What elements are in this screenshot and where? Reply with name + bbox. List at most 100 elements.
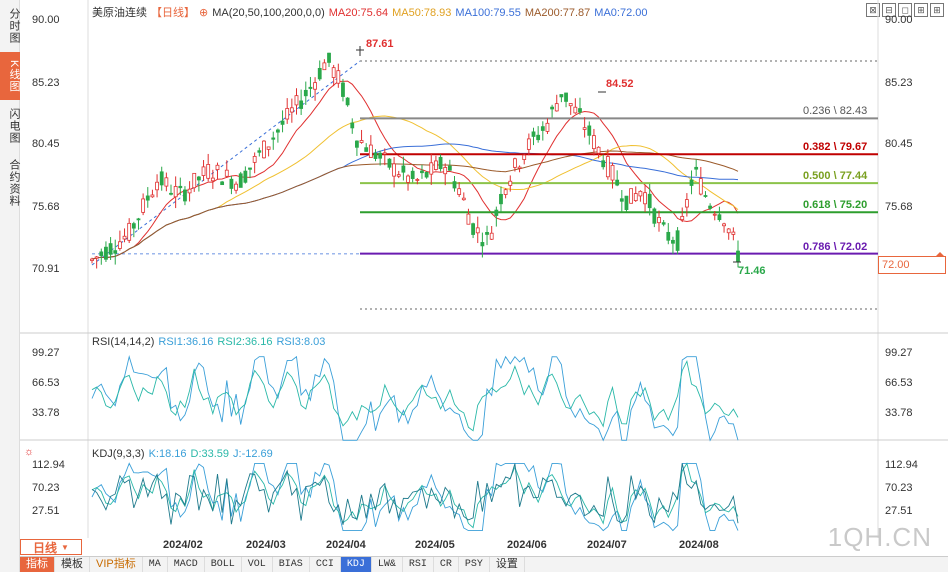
settings-icon[interactable]: ⊕	[199, 7, 209, 19]
candle-body	[652, 208, 657, 224]
candle-body	[155, 181, 159, 191]
candle-body	[564, 92, 568, 102]
candle-body	[289, 107, 294, 113]
candle-body	[262, 140, 266, 159]
period-badge[interactable]: 【日线】	[151, 7, 195, 19]
rsi-legend: RSI(14,14,2) RSI1:36.16 RSI2:36.16 RSI3:8.0…	[92, 336, 329, 348]
tab-ma[interactable]: MA	[143, 557, 168, 572]
candle-body	[99, 251, 104, 257]
candle-body	[387, 158, 392, 168]
candle-body	[210, 177, 215, 182]
candle-body	[717, 214, 722, 221]
tab-kdj[interactable]: KDJ	[340, 557, 372, 572]
left-axis-75: 75.68	[32, 201, 60, 213]
layout-icon[interactable]: ⊞	[930, 3, 944, 17]
rsi-raxis-mid: 66.53	[885, 377, 913, 389]
tab-time-chart[interactable]: 分时图	[8, 8, 20, 44]
period-label: 日线	[33, 540, 58, 555]
period-selector[interactable]: 日线 ▼	[20, 539, 82, 555]
candle-body	[238, 173, 243, 188]
candle-body	[554, 103, 559, 112]
kdj-axis-top: 112.94	[32, 459, 65, 471]
kdj-gear-icon[interactable]: ☼	[24, 446, 35, 458]
tab-bias[interactable]: BIAS	[273, 557, 310, 572]
candle-body	[187, 188, 192, 194]
kdj-raxis-low: 27.51	[885, 505, 913, 517]
candle-body	[610, 164, 615, 181]
candle-body	[141, 198, 146, 213]
close-box-icon[interactable]: ⊠	[866, 3, 880, 17]
rsi-raxis-low: 33.78	[885, 407, 913, 419]
rsi-axis-top: 99.27	[32, 347, 60, 359]
candle-body	[317, 67, 322, 80]
candle-body	[243, 170, 248, 183]
candle-body	[531, 131, 536, 137]
candle-body	[145, 195, 150, 201]
candle-body	[331, 67, 336, 78]
candle-body	[536, 134, 541, 141]
candle-body	[229, 178, 234, 189]
candle-body	[643, 192, 647, 205]
rsi-lines	[91, 354, 739, 442]
tab-psy[interactable]: PSY	[459, 557, 490, 572]
trend-line	[91, 60, 361, 266]
minimize-box-icon[interactable]: ⊟	[882, 3, 896, 17]
candle-body	[680, 215, 685, 221]
candle-body	[573, 106, 578, 114]
candle-body	[373, 152, 378, 159]
candle-body	[341, 82, 345, 97]
tab-lwr[interactable]: LW&	[372, 557, 403, 572]
date-label: 2024/07	[587, 539, 627, 551]
ma50-value: MA50:78.93	[392, 7, 452, 19]
tab-k-line[interactable]: K线图	[0, 52, 20, 100]
tab-cci[interactable]: CCI	[310, 557, 341, 572]
tab-vol[interactable]: VOL	[242, 557, 273, 572]
tab-indicators[interactable]: 指标	[20, 557, 55, 572]
left-axis-85: 85.23	[32, 77, 60, 89]
candle-body	[192, 172, 197, 189]
moving-averages	[91, 80, 739, 260]
right-axis-80: 80.45	[885, 138, 913, 150]
tab-contract-info[interactable]: 合约资料	[8, 159, 20, 207]
candle-body	[475, 227, 480, 234]
candle-body	[526, 138, 531, 150]
tab-vip-indicators[interactable]: VIP指标	[90, 557, 143, 572]
kdj-legend: KDJ(9,3,3) K:18.16 D:33.59 J:-12.69	[92, 448, 277, 460]
candle-body	[466, 213, 471, 225]
candle-body	[438, 156, 443, 170]
candle-body	[434, 160, 438, 170]
tab-settings[interactable]: 设置	[490, 557, 525, 572]
ma-params: MA(20,50,100,200,0,0)	[212, 7, 325, 19]
candle-body	[359, 140, 364, 143]
candle-body	[452, 181, 457, 189]
candle-body	[517, 166, 522, 169]
tab-macd[interactable]: MACD	[168, 557, 205, 572]
candle-body	[675, 230, 680, 251]
candle-body	[94, 256, 99, 259]
candle-body	[392, 163, 396, 177]
candle-body	[587, 125, 592, 136]
candle-body	[201, 166, 206, 176]
candle-body	[633, 193, 638, 201]
candle-body	[424, 171, 429, 178]
tab-rsi[interactable]: RSI	[403, 557, 434, 572]
restore-icon[interactable]: ◻	[898, 3, 912, 17]
candle-body	[127, 222, 132, 241]
candle-body	[280, 120, 285, 125]
candle-body	[578, 108, 582, 113]
kdj-params: KDJ(9,3,3)	[92, 448, 145, 460]
annotations	[356, 46, 944, 263]
grid-icon[interactable]: ⊞	[914, 3, 928, 17]
tab-boll[interactable]: BOLL	[205, 557, 242, 572]
tab-templates[interactable]: 模板	[55, 557, 90, 572]
high-annotation: 87.61	[366, 38, 394, 50]
candle-body	[266, 146, 271, 150]
rsi-line	[91, 359, 739, 432]
candle-body	[513, 158, 517, 168]
tab-cr[interactable]: CR	[434, 557, 459, 572]
candle-body	[173, 186, 178, 198]
tab-flash-chart[interactable]: 闪电图	[8, 108, 20, 144]
ma100-line	[91, 143, 739, 260]
candle-body	[257, 150, 262, 153]
